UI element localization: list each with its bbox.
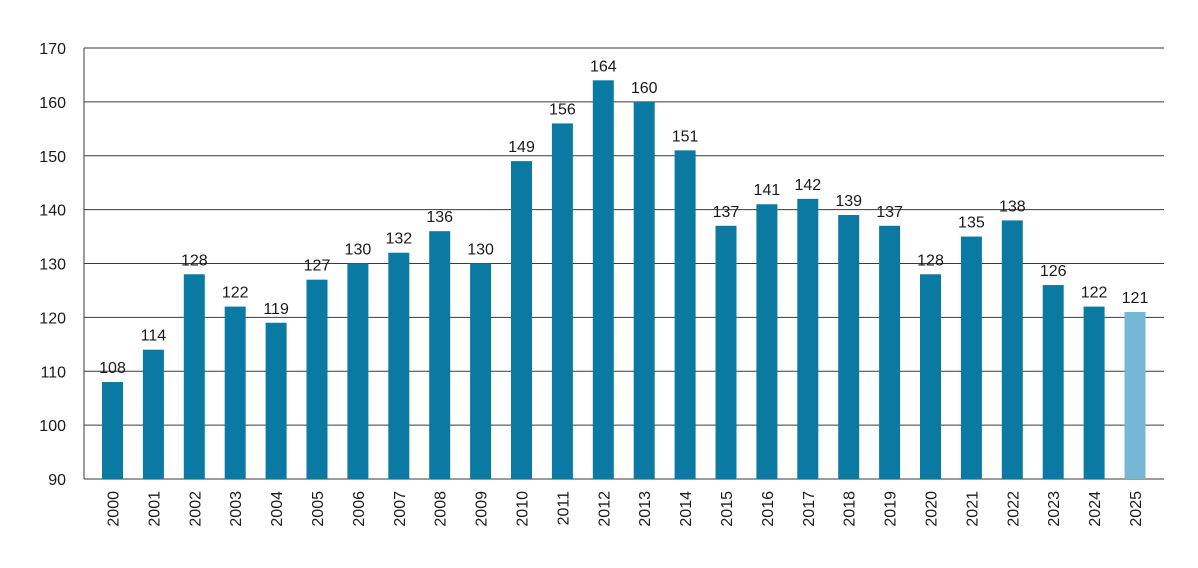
bar-2002 xyxy=(183,274,205,479)
data-label-2000: 108 xyxy=(99,360,126,377)
bar-2018 xyxy=(838,215,860,479)
x-tick-label-2003: 2003 xyxy=(228,491,245,527)
bar-2019 xyxy=(879,225,901,479)
bar-2001 xyxy=(142,349,164,479)
x-tick-label-2006: 2006 xyxy=(351,491,368,527)
data-label-2025: 121 xyxy=(1122,290,1149,307)
x-tick-label-2018: 2018 xyxy=(842,491,859,527)
bar-2009 xyxy=(470,263,492,479)
data-label-2020: 128 xyxy=(917,252,944,269)
bar-2004 xyxy=(265,322,287,479)
x-tick-label-2024: 2024 xyxy=(1087,491,1104,527)
bar-2005 xyxy=(306,279,328,479)
data-labels: 108 114 128 122 119 127 130 132 136 130 149 156 164 1… xyxy=(99,58,1148,377)
x-axis-ticks: 2000 2001 2002 2003 2004 2005 2006 2007 2008 2009… xyxy=(106,491,1146,527)
x-tick-label-2021: 2021 xyxy=(964,491,981,527)
bar-2014 xyxy=(674,150,696,480)
data-label-2024: 122 xyxy=(1081,285,1108,302)
data-label-2010: 149 xyxy=(508,139,535,156)
x-tick-label-2002: 2002 xyxy=(187,491,204,527)
bar-2015 xyxy=(715,225,737,479)
data-label-2013: 160 xyxy=(631,80,658,97)
bar-2010 xyxy=(511,161,532,479)
bar-2000 xyxy=(102,382,123,479)
bar-2022 xyxy=(1001,220,1023,479)
bar-2023 xyxy=(1042,285,1064,479)
x-tick-label-2023: 2023 xyxy=(1046,491,1063,527)
bar-2020 xyxy=(920,274,941,479)
x-tick-label-2005: 2005 xyxy=(310,491,327,527)
data-label-2023: 126 xyxy=(1040,263,1067,280)
data-label-2006: 130 xyxy=(345,242,372,259)
y-tick-label: 140 xyxy=(39,203,66,220)
x-tick-label-2008: 2008 xyxy=(433,491,450,527)
data-label-2008: 136 xyxy=(426,209,453,226)
x-tick-label-2020: 2020 xyxy=(924,491,941,527)
y-tick-label: 120 xyxy=(39,310,66,327)
gridlines xyxy=(83,47,1164,480)
bar-2016 xyxy=(756,204,778,480)
x-tick-label-2015: 2015 xyxy=(719,491,736,527)
data-label-2015: 137 xyxy=(713,204,740,221)
data-label-2017: 142 xyxy=(794,177,821,194)
bar-2021 xyxy=(960,236,982,479)
x-tick-label-2025: 2025 xyxy=(1128,491,1145,527)
x-tick-label-2011: 2011 xyxy=(555,491,572,526)
data-label-2007: 132 xyxy=(385,231,412,248)
x-tick-label-2012: 2012 xyxy=(596,491,613,527)
x-tick-label-2001: 2001 xyxy=(146,491,163,527)
bar-2024 xyxy=(1083,306,1105,479)
bar-2006 xyxy=(347,263,369,479)
x-tick-label-2017: 2017 xyxy=(801,491,818,527)
x-tick-label-2007: 2007 xyxy=(392,491,409,527)
bar-2017 xyxy=(797,198,819,479)
bar-2012 xyxy=(592,80,614,479)
data-label-2016: 141 xyxy=(754,182,781,199)
y-tick-label: 170 xyxy=(39,41,66,58)
bars xyxy=(102,80,1146,480)
data-label-2014: 151 xyxy=(672,128,699,145)
bar-2008 xyxy=(429,231,451,479)
x-tick-label-2010: 2010 xyxy=(515,491,532,527)
y-tick-label: 130 xyxy=(39,257,66,274)
data-label-2001: 114 xyxy=(141,328,167,345)
bar-2013 xyxy=(633,101,655,479)
data-label-2004: 119 xyxy=(263,301,289,318)
data-label-2011: 156 xyxy=(549,101,576,118)
data-label-2022: 138 xyxy=(999,198,1026,215)
x-tick-label-2000: 2000 xyxy=(106,491,123,527)
bar-2007 xyxy=(388,252,410,479)
x-tick-label-2013: 2013 xyxy=(637,491,654,527)
data-label-2018: 139 xyxy=(835,193,862,210)
y-tick-label: 100 xyxy=(39,418,66,435)
x-tick-label-2009: 2009 xyxy=(474,491,491,527)
x-tick-label-2022: 2022 xyxy=(1005,491,1022,527)
data-label-2003: 122 xyxy=(222,285,249,302)
bar-2011 xyxy=(551,123,573,480)
y-tick-label: 150 xyxy=(39,149,66,166)
x-tick-label-2004: 2004 xyxy=(269,491,286,527)
y-tick-label: 90 xyxy=(48,472,66,489)
data-label-2019: 137 xyxy=(876,204,903,221)
data-label-2005: 127 xyxy=(304,258,331,275)
y-tick-label: 110 xyxy=(40,364,66,381)
data-label-2021: 135 xyxy=(958,215,985,232)
y-tick-label: 160 xyxy=(39,95,66,112)
x-tick-label-2016: 2016 xyxy=(760,491,777,527)
data-label-2002: 128 xyxy=(181,252,208,269)
x-tick-label-2019: 2019 xyxy=(883,491,900,527)
bar-2003 xyxy=(224,306,246,479)
x-tick-label-2014: 2014 xyxy=(678,491,695,527)
y-axis-ticks: 90 100 110 120 130 140 150 160 170 xyxy=(39,41,66,489)
data-label-2009: 130 xyxy=(467,242,494,259)
data-label-2012: 164 xyxy=(590,58,617,75)
bar-2025 xyxy=(1124,311,1146,479)
